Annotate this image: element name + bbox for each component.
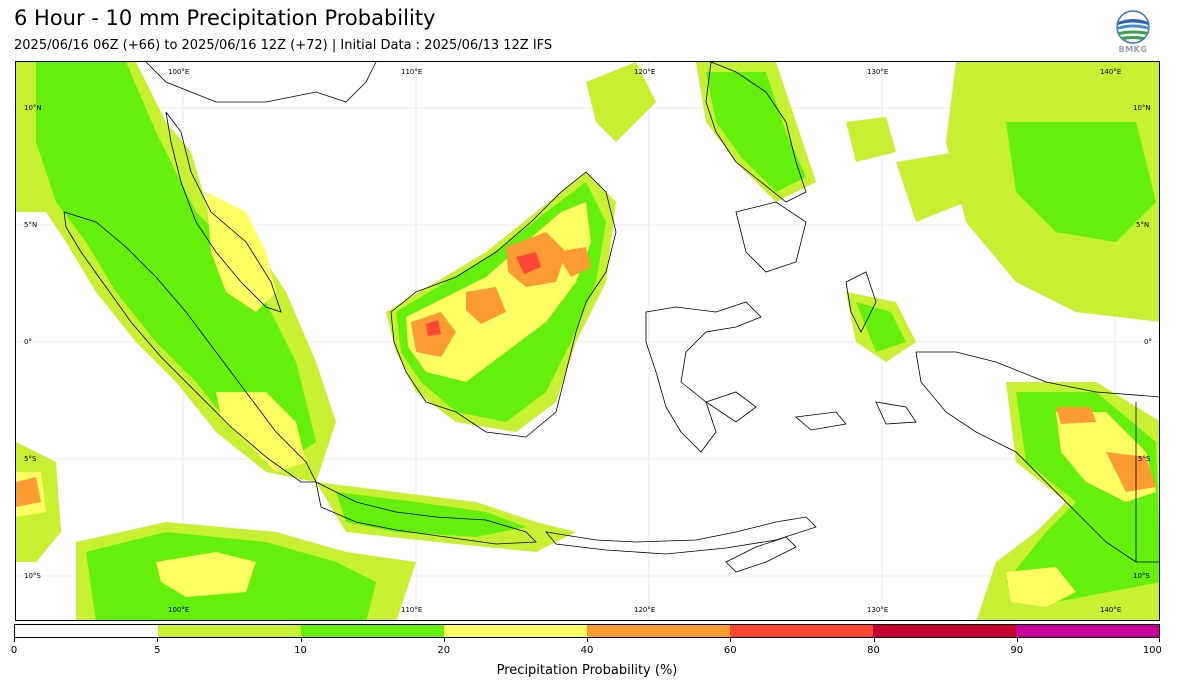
colorbar-segment-5 [730, 625, 873, 637]
lon-label-bottom-120: 120°E [634, 606, 655, 614]
colorbar-tick-3 [443, 638, 445, 642]
coastlines [63, 62, 1159, 573]
lon-label-top-110: 110°E [401, 68, 422, 76]
colorbar-tick-6 [873, 638, 875, 642]
logo-text: BMKG [1118, 45, 1148, 54]
colorbar-tick-0 [14, 638, 15, 642]
colorbar-segment-6 [873, 625, 1016, 637]
colorbar-segment-0 [15, 625, 158, 637]
lat-label-left-10s: 10°S [24, 572, 41, 580]
colorbar-tick-label-8: 100 [1142, 645, 1162, 656]
colorbar-title: Precipitation Probability (%) [496, 663, 678, 678]
precipitation-map: 100°E 110°E 120°E 130°E 140°E 100°E 110°… [15, 61, 1160, 621]
colorbar-tick-label-4: 40 [580, 645, 594, 656]
chart-title: 6 Hour - 10 mm Precipitation Probability [14, 6, 436, 30]
lon-label-bottom-140: 140°E [1100, 606, 1121, 614]
lon-label-top-130: 130°E [867, 68, 888, 76]
colorbar-tick-label-5: 60 [723, 645, 737, 656]
chart-subtitle: 2025/06/16 06Z (+66) to 2025/06/16 12Z (… [14, 38, 553, 53]
lat-label-left-5s: 5°S [24, 455, 37, 463]
lon-label-top-140: 140°E [1100, 68, 1121, 76]
colorbar-tick-7 [1016, 638, 1018, 642]
graticule-labels: 100°E 110°E 120°E 130°E 140°E 100°E 110°… [24, 68, 1152, 614]
colorbar-segment-4 [587, 625, 730, 637]
colorbar-tick-label-6: 80 [867, 645, 880, 656]
lat-label-left-10n: 10°N [24, 104, 42, 112]
lat-label-right-10n: 10°N [1133, 104, 1151, 112]
map-canvas: 100°E 110°E 120°E 130°E 140°E 100°E 110°… [16, 62, 1159, 620]
lat-label-right-5s: 5°S [1138, 455, 1151, 463]
colorbar-tick-label-1: 5 [154, 645, 161, 656]
lat-label-right-0: 0° [1144, 338, 1152, 346]
colorbar-tick-label-0: 0 [10, 645, 18, 656]
colorbar-tick-8 [1159, 638, 1160, 642]
bmkg-logo-icon [1116, 10, 1150, 44]
colorbar-tick-2 [300, 638, 302, 642]
colorbar-tick-label-3: 20 [437, 645, 451, 656]
lat-label-right-5n: 5°N [1136, 221, 1149, 229]
colorbar-segment-3 [444, 625, 587, 637]
colorbar-tick-4 [587, 638, 588, 642]
colorbar-ticks: 0 5 10 20 40 60 80 90 100 [10, 638, 1162, 658]
colorbar-segment-1 [158, 625, 301, 637]
colorbar-segment-2 [301, 625, 444, 637]
lon-label-bottom-100: 100°E [168, 606, 189, 614]
colorbar [14, 624, 1160, 638]
colorbar-tick-1 [157, 638, 159, 642]
precip-field-60-80 [426, 252, 541, 336]
lon-label-bottom-110: 110°E [401, 606, 422, 614]
colorbar-segment-7 [1016, 625, 1159, 637]
lon-label-bottom-130: 130°E [867, 606, 888, 614]
colorbar-tick-label-7: 90 [1010, 645, 1024, 656]
lat-label-left-5n: 5°N [24, 221, 37, 229]
colorbar-tick-5 [730, 638, 732, 642]
lat-label-left-0: 0° [24, 338, 32, 346]
lat-label-right-10s: 10°S [1133, 572, 1150, 580]
lon-label-top-120: 120°E [634, 68, 655, 76]
lon-label-top-100: 100°E [168, 68, 189, 76]
colorbar-tick-label-2: 10 [294, 645, 307, 656]
